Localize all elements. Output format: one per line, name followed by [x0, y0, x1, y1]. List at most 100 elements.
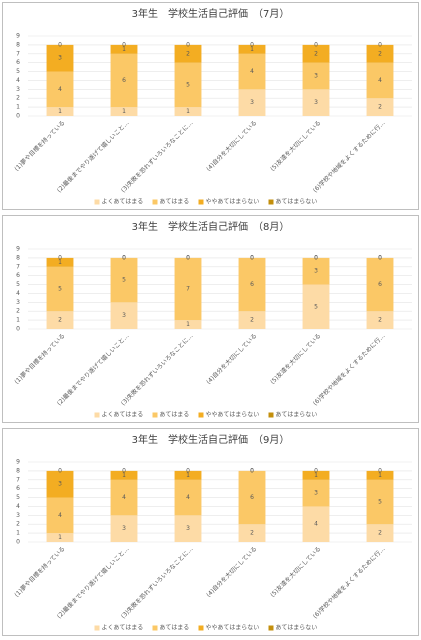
legend-label: よくあてはまる — [102, 412, 144, 419]
data-label: 0 — [250, 467, 254, 474]
data-label: 0 — [122, 41, 126, 48]
bar-segment — [238, 524, 266, 542]
legend-swatch — [268, 625, 274, 631]
data-label: 5 — [314, 303, 318, 310]
bar-segment — [366, 44, 394, 63]
legend-label: ややあてはまらない — [206, 198, 260, 206]
data-label: 1 — [314, 472, 318, 479]
bar-segment — [238, 53, 266, 90]
y-tick-label: 0 — [16, 326, 20, 333]
bar-segment — [46, 311, 74, 329]
data-label: 5 — [378, 499, 382, 506]
bar-segment — [174, 107, 202, 116]
data-label: 1 — [378, 472, 382, 479]
y-tick-label: 9 — [16, 246, 20, 253]
data-label: 4 — [122, 494, 126, 501]
bar-segment — [366, 479, 394, 525]
data-label: 1 — [58, 259, 62, 266]
chart-title: 3年生 学校生活自己評価 （8月） — [132, 220, 290, 233]
y-tick-label: 7 — [16, 263, 20, 270]
data-label: 2 — [58, 317, 62, 324]
data-label: 3 — [314, 268, 318, 275]
bar-segment — [46, 107, 74, 116]
bar-segment — [238, 89, 266, 116]
y-tick-label: 9 — [16, 459, 20, 466]
data-label: 1 — [186, 321, 190, 328]
y-tick-label: 5 — [16, 494, 20, 501]
chart: 3年生 学校生活自己評価 （7月）01234567891430(1)夢や目標を持… — [2, 2, 419, 210]
y-tick-label: 0 — [16, 539, 20, 546]
bar-segment — [46, 257, 74, 267]
data-label: 3 — [122, 525, 126, 532]
legend-swatch — [198, 199, 204, 205]
bar-segment — [46, 44, 74, 72]
bar-segment — [366, 98, 394, 116]
data-label: 3 — [314, 490, 318, 497]
data-label: 3 — [58, 481, 62, 488]
bar-segment — [174, 257, 202, 321]
bar-segment — [46, 497, 74, 534]
data-label: 0 — [378, 467, 382, 474]
data-label: 0 — [186, 254, 190, 261]
data-label: 0 — [58, 467, 62, 474]
data-label: 0 — [250, 254, 254, 261]
bar-segment — [110, 302, 138, 329]
data-label: 6 — [378, 281, 382, 288]
y-tick-label: 9 — [16, 33, 20, 40]
data-label: 0 — [314, 254, 318, 261]
data-label: 6 — [122, 77, 126, 84]
legend-swatch — [94, 412, 100, 418]
bar-segment — [110, 257, 138, 303]
bar-segment — [238, 311, 266, 329]
data-label: 5 — [122, 277, 126, 284]
y-tick-label: 4 — [16, 503, 20, 510]
bar-segment — [110, 479, 138, 516]
legend-label: よくあてはまる — [102, 199, 144, 206]
data-label: 1 — [250, 46, 254, 53]
data-label: 2 — [314, 50, 318, 57]
data-label: 7 — [186, 286, 190, 293]
bar-segment — [302, 506, 330, 542]
data-label: 2 — [378, 317, 382, 324]
bar-segment — [302, 284, 330, 329]
y-tick-label: 2 — [16, 95, 20, 102]
bar-segment — [238, 257, 266, 312]
y-tick-label: 4 — [16, 290, 20, 297]
bar-segment — [302, 44, 330, 63]
data-label: 1 — [122, 46, 126, 53]
y-tick-label: 8 — [16, 41, 20, 48]
y-tick-label: 7 — [16, 50, 20, 57]
y-tick-label: 2 — [16, 308, 20, 315]
y-tick-label: 5 — [16, 68, 20, 75]
y-tick-label: 5 — [16, 281, 20, 288]
y-tick-label: 2 — [16, 521, 20, 528]
legend-swatch — [152, 412, 158, 418]
data-label: 1 — [58, 534, 62, 541]
bar-segment — [366, 524, 394, 542]
y-tick-label: 3 — [16, 512, 20, 519]
bar-segment — [110, 44, 138, 54]
bar-segment — [366, 311, 394, 329]
data-label: 0 — [378, 41, 382, 48]
bar-segment — [174, 479, 202, 516]
data-label: 4 — [250, 68, 254, 75]
data-label: 0 — [186, 41, 190, 48]
bar-segment — [46, 266, 74, 312]
y-tick-label: 4 — [16, 77, 20, 84]
chart: 3年生 学校生活自己評価 （9月）01234567891430(1)夢や目標を持… — [2, 428, 419, 636]
data-label: 0 — [122, 254, 126, 261]
data-label: 3 — [122, 312, 126, 319]
legend-label: あてはまらない — [276, 199, 318, 206]
data-label: 0 — [250, 41, 254, 48]
data-label: 2 — [378, 104, 382, 111]
data-label: 1 — [122, 108, 126, 115]
y-tick-label: 7 — [16, 476, 20, 483]
data-label: 4 — [58, 512, 62, 519]
data-label: 0 — [122, 254, 126, 261]
y-tick-label: 1 — [16, 104, 20, 111]
bar-segment — [174, 515, 202, 542]
chart-title: 3年生 学校生活自己評価 （9月） — [132, 433, 290, 446]
legend-label: よくあてはまる — [102, 625, 144, 632]
legend-label: あてはまらない — [276, 412, 318, 419]
legend-swatch — [268, 199, 274, 205]
